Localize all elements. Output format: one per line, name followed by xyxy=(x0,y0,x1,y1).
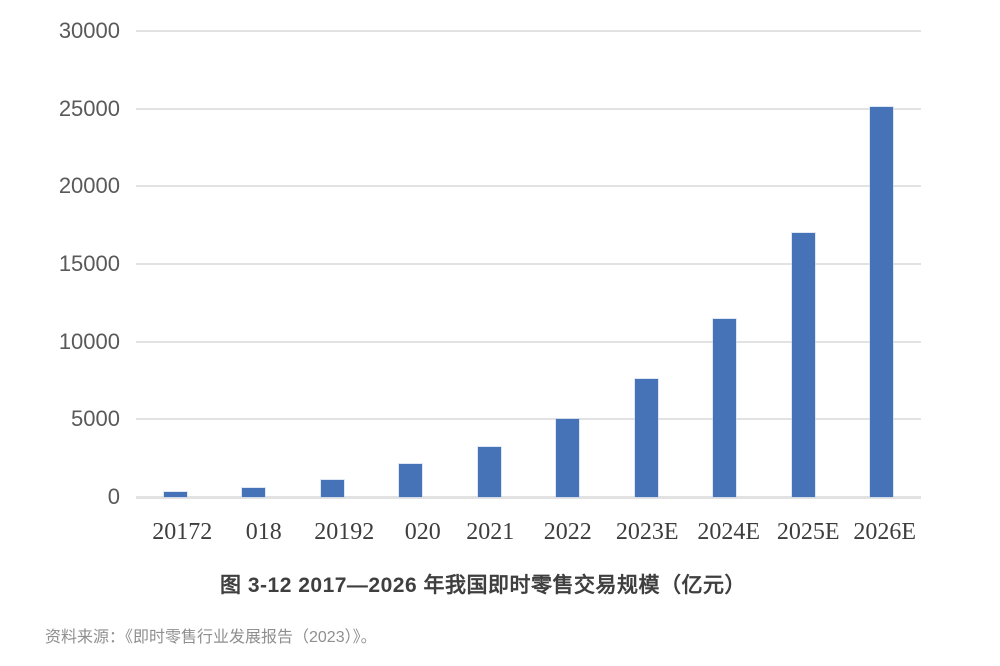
x-tick-label: 2026E xyxy=(853,519,917,545)
gridline xyxy=(136,185,921,188)
x-tick-label: 018 xyxy=(245,519,282,545)
bar xyxy=(163,492,187,497)
y-tick-label: 0 xyxy=(107,484,120,509)
x-tick-label: 2025E xyxy=(776,519,840,545)
y-tick-label: 5000 xyxy=(71,406,120,432)
chart-title: 图 3-12 2017—2026 年我国即时零售交易规模（亿元） xyxy=(220,574,746,597)
y-tick-label: 20000 xyxy=(58,173,120,199)
y-tick-label: 25000 xyxy=(58,95,120,121)
gridline xyxy=(136,263,921,265)
x-tick-label: 020 xyxy=(404,519,441,545)
x-tick-label: 2023E xyxy=(615,519,679,545)
x-tick-label: 2022 xyxy=(543,519,592,545)
bar xyxy=(242,487,266,497)
bar xyxy=(320,479,344,497)
bar xyxy=(870,107,894,497)
x-tick-label: 20192 xyxy=(314,519,375,545)
y-tick-label: 10000 xyxy=(58,328,120,354)
gridline xyxy=(136,107,921,110)
x-tick-label: 20172 xyxy=(152,519,213,545)
x-tick-label: 2021 xyxy=(466,519,515,545)
x-axis-line xyxy=(136,496,921,499)
gridline xyxy=(136,418,921,421)
bar xyxy=(791,232,815,497)
bar xyxy=(399,464,423,497)
y-tick-label: 30000 xyxy=(58,18,120,43)
bar xyxy=(713,319,737,497)
y-tick-label: 15000 xyxy=(58,251,120,276)
bar xyxy=(634,378,658,497)
gridline xyxy=(136,340,921,343)
plot-area xyxy=(136,30,921,499)
bar xyxy=(556,418,580,497)
bar xyxy=(477,447,501,497)
source-note: 资料来源：《即时零售行业发展报告（2023）》。 xyxy=(45,629,377,646)
gridline xyxy=(136,30,921,32)
x-tick-label: 2024E xyxy=(697,519,761,545)
